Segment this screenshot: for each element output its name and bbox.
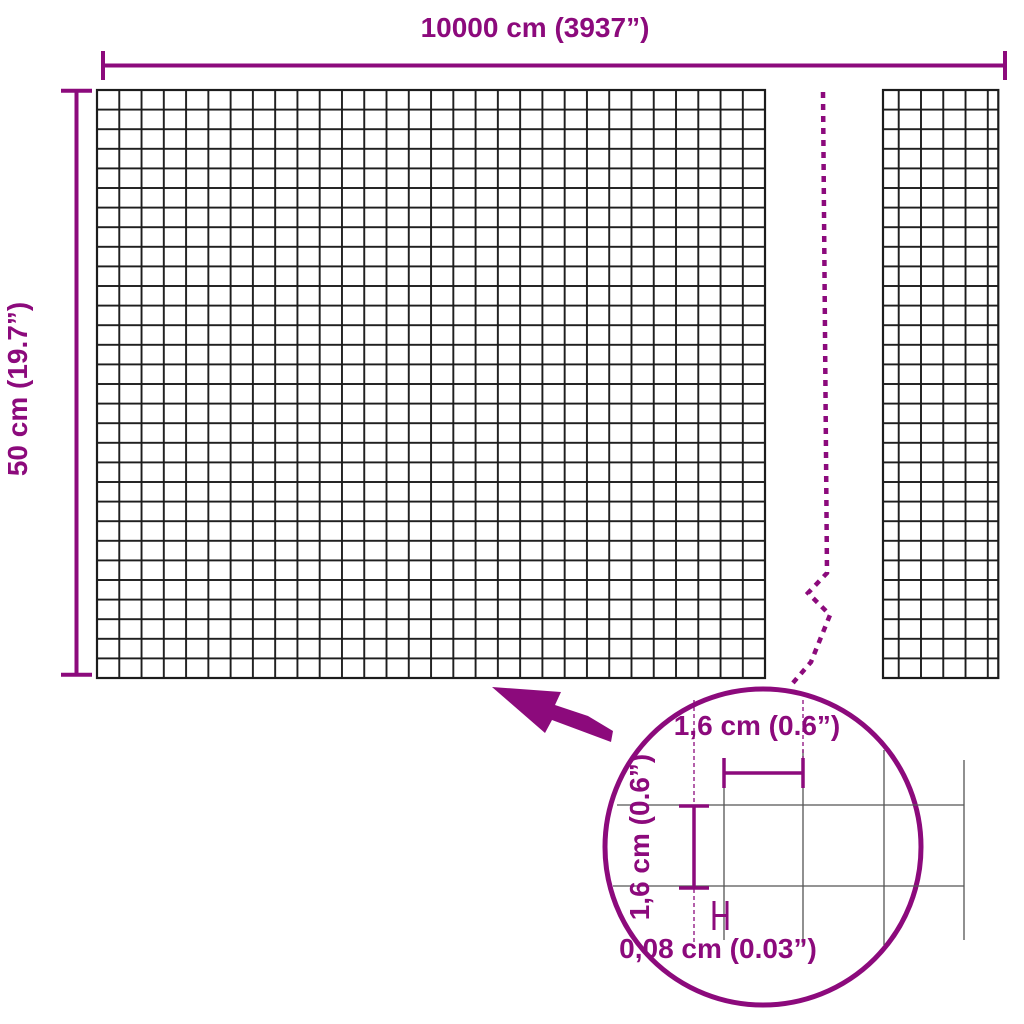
svg-text:1,6 cm (0.6”): 1,6 cm (0.6”): [674, 710, 841, 741]
svg-text:1,6 cm (0.6”): 1,6 cm (0.6”): [624, 754, 655, 921]
svg-text:0,08 cm (0.03”): 0,08 cm (0.03”): [619, 933, 817, 964]
svg-text:50 cm (19.7”): 50 cm (19.7”): [2, 302, 33, 476]
svg-text:10000 cm (3937”): 10000 cm (3937”): [421, 12, 650, 43]
